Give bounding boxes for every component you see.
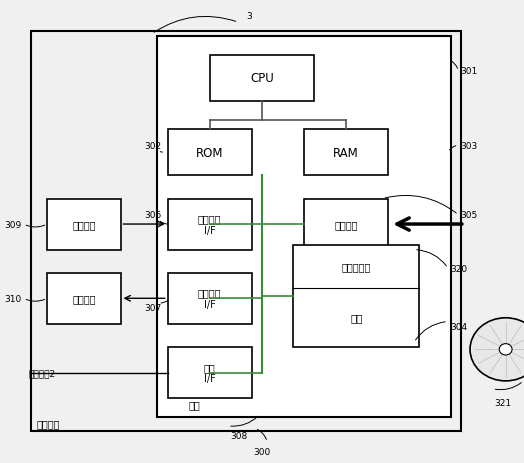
Text: 输出部件: 输出部件 <box>72 294 95 304</box>
Bar <box>168 199 252 250</box>
Text: 306: 306 <box>145 211 161 220</box>
Text: 308: 308 <box>230 431 247 440</box>
Text: 分析部件: 分析部件 <box>37 418 60 428</box>
Bar <box>47 273 121 324</box>
Text: CPU: CPU <box>250 72 274 85</box>
Text: 310: 310 <box>5 294 21 303</box>
Text: 输入输出
I/F: 输入输出 I/F <box>198 214 221 235</box>
Text: 321: 321 <box>495 398 511 407</box>
Bar <box>157 37 451 417</box>
Circle shape <box>470 318 524 381</box>
Bar <box>31 32 461 431</box>
Text: 测定部件2: 测定部件2 <box>29 368 56 377</box>
Bar <box>168 347 252 398</box>
Text: 303: 303 <box>461 141 477 150</box>
Text: ROM: ROM <box>196 146 223 159</box>
Text: RAM: RAM <box>333 146 359 159</box>
Text: 计算机程序: 计算机程序 <box>342 262 371 272</box>
Bar <box>304 130 388 176</box>
Text: 硬盘: 硬盘 <box>350 313 363 323</box>
Text: 主机: 主机 <box>189 400 200 410</box>
Bar <box>293 245 419 347</box>
Text: 3: 3 <box>246 12 252 21</box>
Bar <box>210 56 314 102</box>
Bar <box>304 199 388 250</box>
Text: 图像输出
I/F: 图像输出 I/F <box>198 288 221 309</box>
Text: 309: 309 <box>5 220 21 229</box>
Text: 301: 301 <box>461 67 477 76</box>
Text: 通信
I/F: 通信 I/F <box>204 362 215 383</box>
Text: 305: 305 <box>461 211 477 220</box>
Text: 读取装置: 读取装置 <box>334 219 357 230</box>
Text: 300: 300 <box>254 447 270 456</box>
Text: 302: 302 <box>145 141 161 150</box>
Bar <box>168 130 252 176</box>
Text: 307: 307 <box>145 303 161 313</box>
Circle shape <box>499 344 512 355</box>
Bar <box>168 273 252 324</box>
Text: 320: 320 <box>450 264 467 273</box>
Text: 304: 304 <box>450 322 467 331</box>
Text: 输入部件: 输入部件 <box>72 219 95 230</box>
Bar <box>47 199 121 250</box>
